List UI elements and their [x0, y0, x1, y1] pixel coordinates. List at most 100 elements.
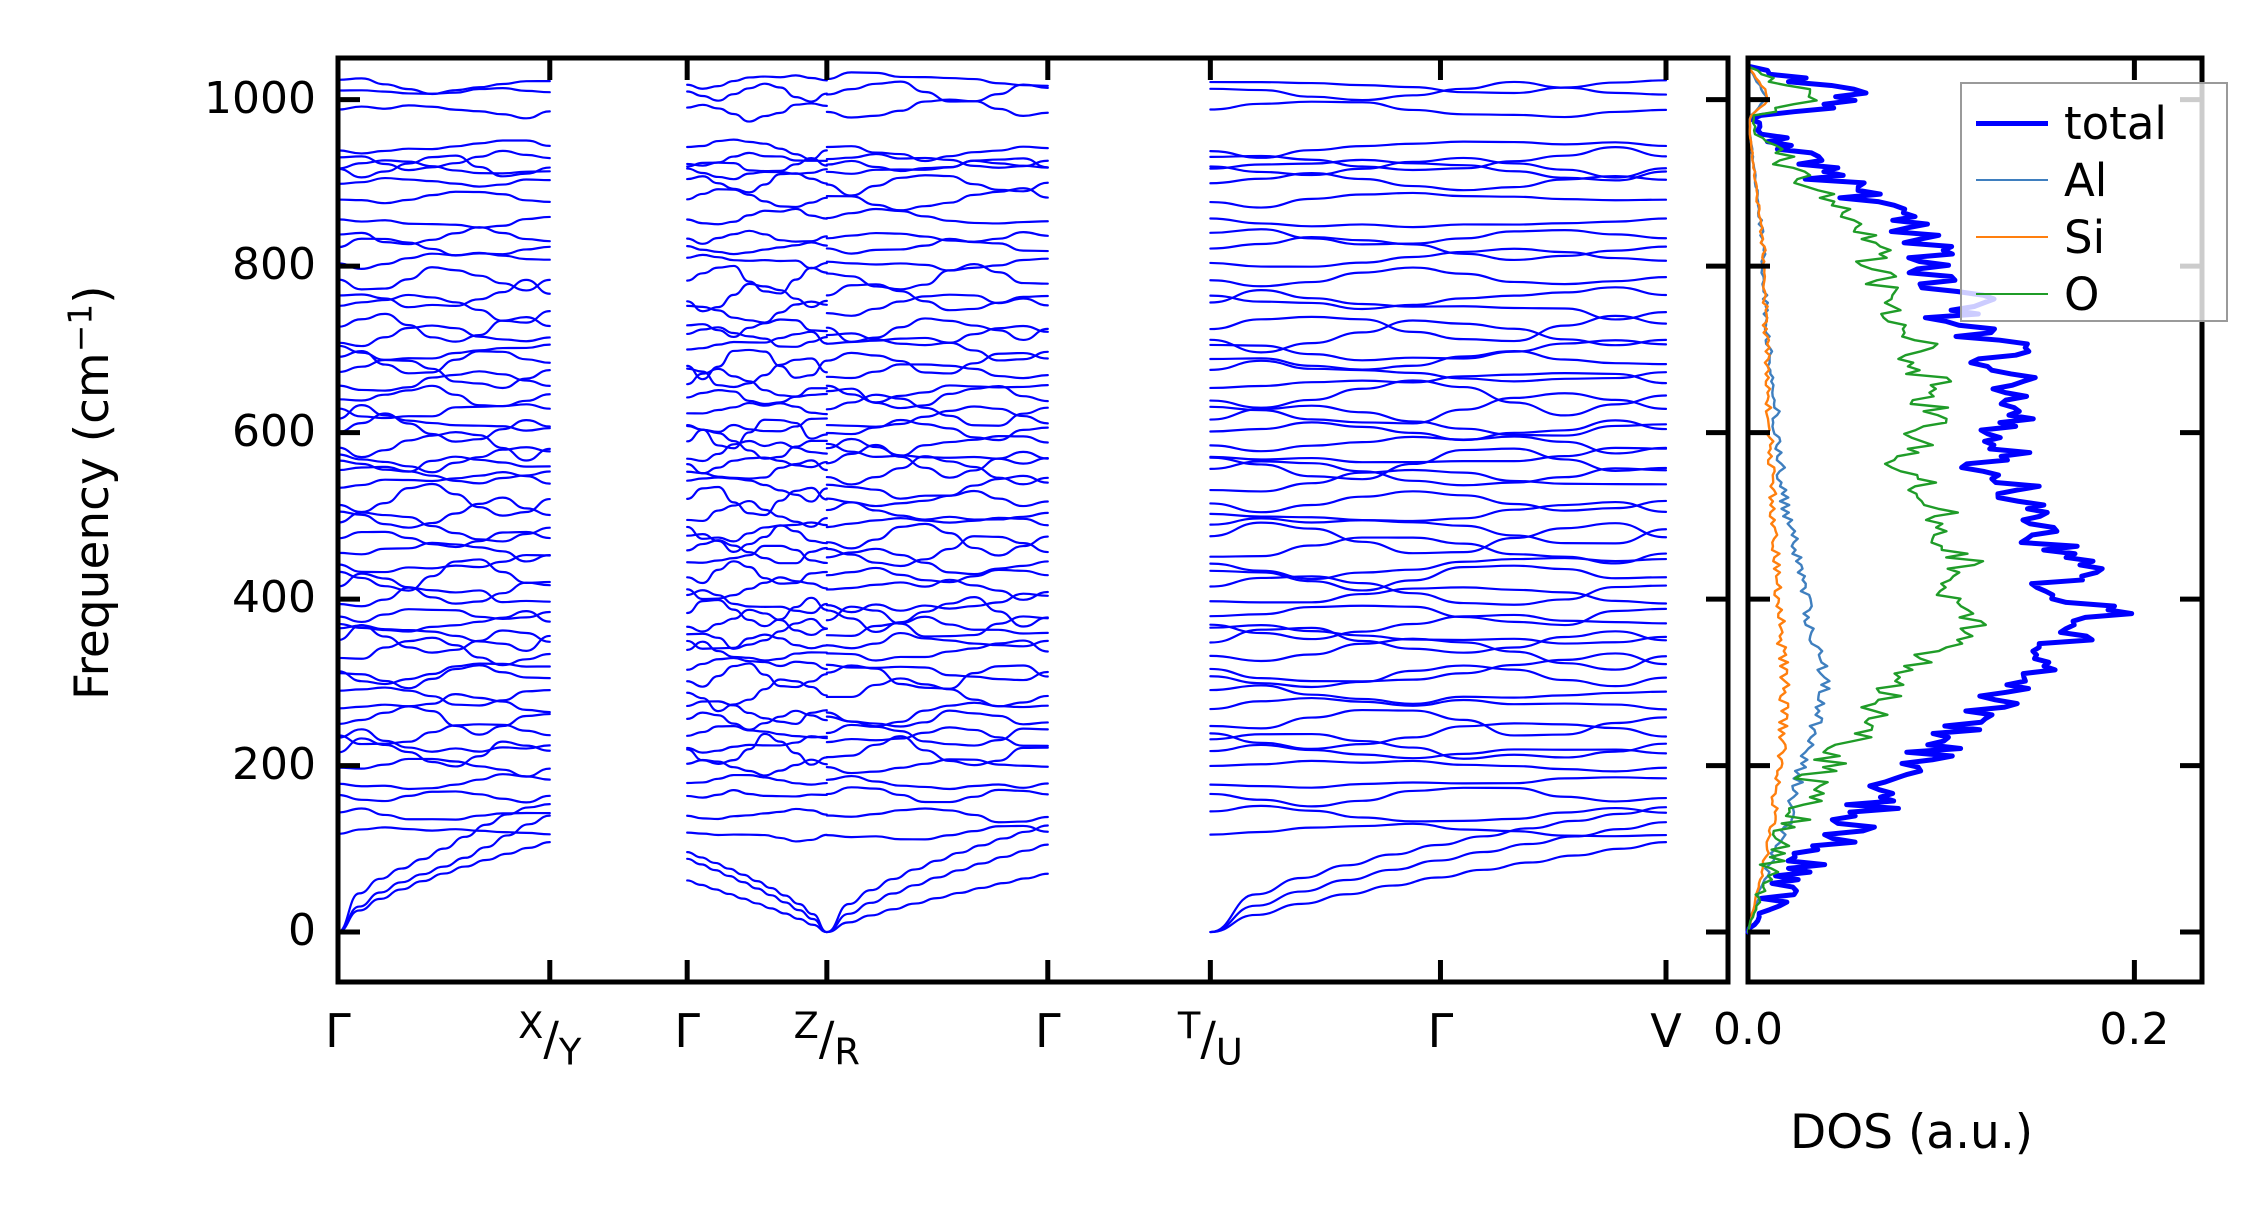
band-curve [686, 656, 828, 671]
y-tick-label: 400 [232, 572, 316, 624]
band-curve [336, 149, 551, 172]
band-curve [686, 544, 828, 565]
band-curve [686, 102, 828, 123]
band-curve [686, 82, 828, 103]
band-curve [686, 725, 828, 739]
band-curve [825, 384, 1049, 404]
band-curve [825, 631, 1049, 650]
band-curve [825, 474, 1049, 500]
band-curve [825, 455, 1049, 486]
band-curve [686, 456, 828, 475]
band-curve [336, 471, 551, 490]
band-curve [825, 207, 1049, 225]
band-curve [686, 172, 828, 194]
band-curve [1209, 247, 1668, 268]
band-curve [825, 522, 1049, 557]
dos-x-tick-label: 0.2 [2099, 1004, 2170, 1055]
band-curve [336, 482, 551, 517]
band-curve [825, 596, 1049, 634]
band-curve [336, 662, 551, 686]
band-curve [336, 686, 551, 707]
band-curve [1209, 446, 1668, 464]
band-curve [825, 384, 1049, 410]
band-curve [825, 405, 1049, 428]
band-curve [1209, 158, 1668, 182]
band-curve [825, 566, 1049, 584]
acoustic-branch [1209, 821, 1668, 934]
band-curve [825, 263, 1049, 291]
x-tick-label: Γ [1427, 1004, 1454, 1058]
legend-label-Al: Al [2064, 153, 2108, 207]
band-curve [336, 237, 551, 257]
band-curve [336, 511, 551, 543]
band-curve [1209, 79, 1668, 95]
band-curve [825, 824, 1049, 841]
band-curve [336, 159, 551, 175]
band-curve [336, 773, 551, 791]
band-curve [825, 145, 1049, 163]
acoustic-branch [686, 857, 828, 934]
band-curve [686, 229, 828, 245]
band-curve [336, 431, 551, 462]
acoustic-branch [1209, 841, 1668, 934]
band-curve [686, 167, 828, 181]
band-curve [336, 176, 551, 188]
band-curve [336, 139, 551, 155]
band-curve [686, 401, 828, 416]
band-curve [686, 807, 828, 821]
band-curve [1209, 604, 1668, 627]
band-curve [336, 293, 551, 324]
band-curve [1209, 379, 1668, 417]
dos-curve-O [1746, 65, 1987, 934]
legend-swatch-O [1976, 293, 2048, 295]
acoustic-branch [336, 803, 551, 934]
band-curve [1209, 236, 1668, 262]
band-curve [336, 350, 551, 375]
band-curve [686, 476, 828, 503]
legend-label-Si: Si [2064, 210, 2106, 264]
legend-item-O: O [1976, 265, 2099, 323]
band-curve [825, 324, 1049, 347]
band-curve [1209, 447, 1668, 481]
band-curve [336, 757, 551, 778]
legend-item-Al: Al [1976, 151, 2107, 209]
acoustic-branch [686, 851, 828, 934]
band-curve [336, 324, 551, 348]
band-curve [1209, 359, 1668, 383]
band-curve [686, 485, 828, 517]
band-curve [1209, 100, 1668, 119]
band-curve [825, 701, 1049, 728]
band-curve [1209, 266, 1668, 288]
band-curve [336, 572, 551, 605]
y-tick-label: 1000 [204, 72, 316, 124]
band-curve [336, 664, 551, 690]
band-curve [686, 418, 828, 450]
band-curve [1209, 652, 1668, 683]
band-curve [686, 357, 828, 389]
band-curve [686, 735, 828, 754]
band-curve [336, 154, 551, 179]
band-curve [825, 283, 1049, 312]
band-curve [336, 266, 551, 292]
band-curve [336, 496, 551, 529]
band-curve [1209, 217, 1668, 229]
band-curve [1209, 776, 1668, 789]
band-curve [1209, 586, 1668, 605]
band-curve [686, 417, 828, 434]
band-curve [336, 215, 551, 229]
dos-curves [1745, 55, 2205, 985]
band-curve [686, 831, 828, 843]
band-curve [1209, 419, 1668, 442]
band-curve [686, 499, 828, 528]
band-curves [336, 71, 1668, 934]
band-curve [336, 723, 551, 746]
band-curve [825, 677, 1049, 708]
band-curve [336, 446, 551, 474]
legend-item-Si: Si [1976, 208, 2105, 266]
band-curve [825, 723, 1049, 747]
legend-label-total: total [2064, 96, 2167, 150]
x-tick-label: Γ [1034, 1004, 1061, 1058]
x-tick-label: V [1650, 1004, 1682, 1058]
acoustic-branch [686, 879, 828, 934]
band-curve [825, 774, 1049, 791]
